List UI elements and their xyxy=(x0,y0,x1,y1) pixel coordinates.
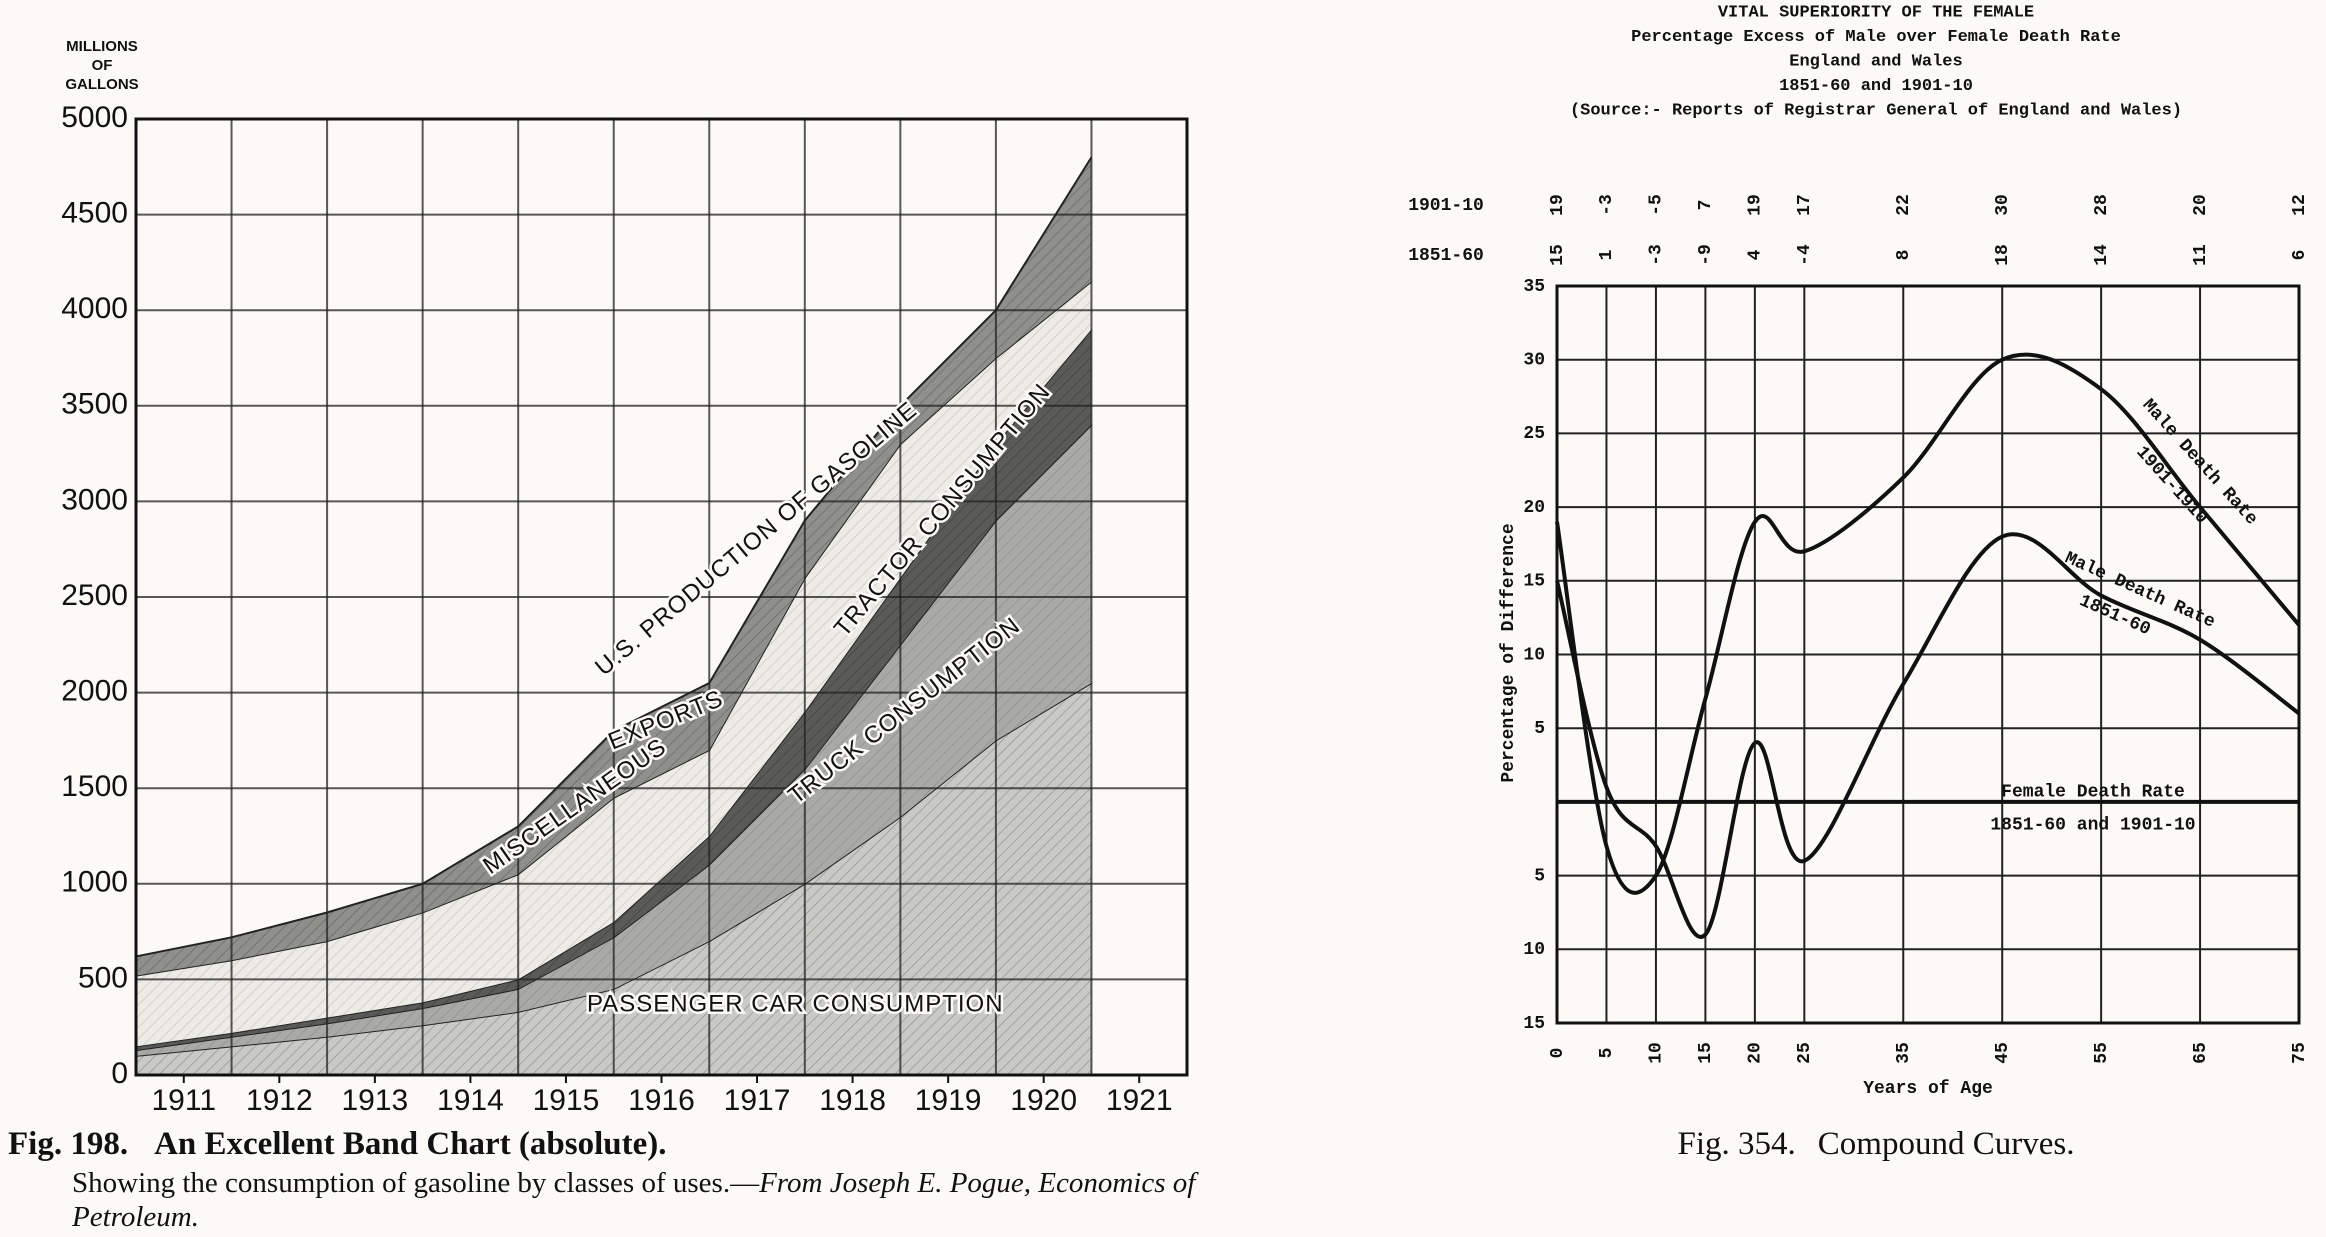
reference-label: Female Death Rate xyxy=(2001,783,2185,803)
x-tick-label: 5 xyxy=(1597,1048,1617,1059)
row-value: 6 xyxy=(2290,250,2310,261)
x-tick-label: 1919 xyxy=(915,1084,982,1117)
caption-title: Compound Curves. xyxy=(1818,1126,2075,1162)
y-tick-label: 35 xyxy=(1523,277,1545,297)
reference-sublabel: 1851-60 and 1901-10 xyxy=(1990,816,2195,836)
x-tick-label: 65 xyxy=(2191,1042,2211,1064)
y-tick-label: 500 xyxy=(78,961,128,994)
x-tick-label: 25 xyxy=(1795,1042,1815,1064)
y-axis-label: Percentage of Difference xyxy=(1499,523,1519,782)
caption-note: Showing the consumption of gasoline by c… xyxy=(72,1166,1262,1234)
caption-title: An Excellent Band Chart (absolute). xyxy=(154,1126,666,1162)
y-tick-label: 10 xyxy=(1523,940,1545,960)
y-tick-label: 3000 xyxy=(61,483,128,516)
x-tick-label: 20 xyxy=(1746,1042,1766,1064)
plot-frame xyxy=(1555,284,2301,1025)
row-value: -9 xyxy=(1696,244,1716,266)
chart-title: 1851-60 and 1901-10 xyxy=(1779,77,1973,96)
row-value: 19 xyxy=(1746,194,1766,216)
chart-title: England and Wales xyxy=(1789,52,1962,71)
row-value: -5 xyxy=(1647,194,1667,216)
y-tick-label: 1500 xyxy=(61,770,128,803)
y-tick-label: 5 xyxy=(1534,866,1545,886)
row-value: 14 xyxy=(2092,244,2112,266)
note-text: Showing the consumption of gasoline by c… xyxy=(72,1167,760,1199)
x-tick-label: 1920 xyxy=(1010,1084,1077,1117)
x-tick-label: 1916 xyxy=(628,1084,695,1117)
chart-title: (Source:- Reports of Registrar General o… xyxy=(1570,101,2182,120)
x-tick-label: 45 xyxy=(1993,1042,2013,1064)
curve xyxy=(1555,352,2301,895)
x-tick-label: 1921 xyxy=(1106,1084,1173,1117)
row-value: 17 xyxy=(1795,194,1815,216)
row-value: 11 xyxy=(2191,244,2211,266)
row-value: 1 xyxy=(1597,249,1617,260)
y-tick-label: 1000 xyxy=(61,866,128,899)
row-value: 28 xyxy=(2092,194,2112,216)
band-texture xyxy=(136,683,1092,1075)
row-value: -3 xyxy=(1647,244,1667,266)
caption: Fig. 354. Compound Curves. xyxy=(1678,1126,2075,1162)
y-axis-label: OF xyxy=(92,57,113,74)
row-value: 18 xyxy=(1993,244,2013,266)
x-axis-label: Years of Age xyxy=(1863,1079,1993,1099)
x-tick-label: 1918 xyxy=(819,1084,886,1117)
x-tick-label: 1911 xyxy=(152,1084,217,1117)
figure-number: Fig. 354. xyxy=(1678,1126,1796,1162)
y-tick-label: 2000 xyxy=(61,675,128,708)
row-value: 7 xyxy=(1696,200,1716,211)
x-tick-label: 1913 xyxy=(341,1084,408,1117)
row-value: 12 xyxy=(2290,194,2310,216)
row-value: 4 xyxy=(1746,249,1766,260)
row-value: 8 xyxy=(1894,250,1914,261)
y-tick-label: 4000 xyxy=(61,292,128,325)
x-tick-label: 1915 xyxy=(533,1084,600,1117)
y-tick-label: 2500 xyxy=(61,579,128,612)
figure-number: Fig. 198. xyxy=(8,1126,128,1162)
chart-title: VITAL SUPERIORITY OF THE FEMALE xyxy=(1718,3,2034,22)
y-tick-label: 30 xyxy=(1523,350,1545,370)
source-text: From Joseph E. Pogue, Economics of Petro… xyxy=(72,1167,1196,1233)
band-label: PASSENGER CAR CONSUMPTION xyxy=(587,991,1004,1018)
row-label: 1851-60 xyxy=(1408,246,1484,266)
y-tick-label: 15 xyxy=(1523,572,1545,592)
y-axis-label: MILLIONS xyxy=(66,38,138,55)
row-label: 1901-10 xyxy=(1408,196,1484,216)
y-tick-label: 5 xyxy=(1534,719,1545,739)
row-value: 19 xyxy=(1548,194,1568,216)
x-tick-label: 1917 xyxy=(724,1084,791,1117)
row-value: 22 xyxy=(1894,194,1914,216)
y-tick-label: 5000 xyxy=(61,101,128,134)
x-tick-label: 1914 xyxy=(437,1084,504,1117)
y-tick-label: 3500 xyxy=(61,388,128,421)
row-value: 15 xyxy=(1548,244,1568,266)
curve xyxy=(1555,532,2301,939)
x-tick-label: 75 xyxy=(2290,1042,2310,1064)
x-tick-label: 35 xyxy=(1894,1042,1914,1064)
y-tick-label: 25 xyxy=(1523,424,1545,444)
row-value: -4 xyxy=(1795,244,1815,266)
y-tick-label: 15 xyxy=(1523,1014,1545,1034)
x-tick-label: 10 xyxy=(1647,1042,1667,1064)
x-tick-label: 15 xyxy=(1696,1042,1716,1064)
row-value: 30 xyxy=(1993,194,2013,216)
chart-title: Percentage Excess of Male over Female De… xyxy=(1631,28,2121,47)
x-tick-label: 1912 xyxy=(246,1084,313,1117)
y-tick-label: 0 xyxy=(111,1057,128,1090)
x-tick-label: 0 xyxy=(1548,1048,1568,1059)
row-value: -3 xyxy=(1597,194,1617,216)
row-value: 20 xyxy=(2191,194,2211,216)
y-axis-label: GALLONS xyxy=(65,76,138,93)
y-tick-label: 20 xyxy=(1523,498,1545,518)
y-tick-label: 4500 xyxy=(61,197,128,230)
y-tick-label: 10 xyxy=(1523,645,1545,665)
caption: Fig. 198. An Excellent Band Chart (absolu… xyxy=(8,1126,667,1162)
x-tick-label: 55 xyxy=(2092,1042,2112,1064)
